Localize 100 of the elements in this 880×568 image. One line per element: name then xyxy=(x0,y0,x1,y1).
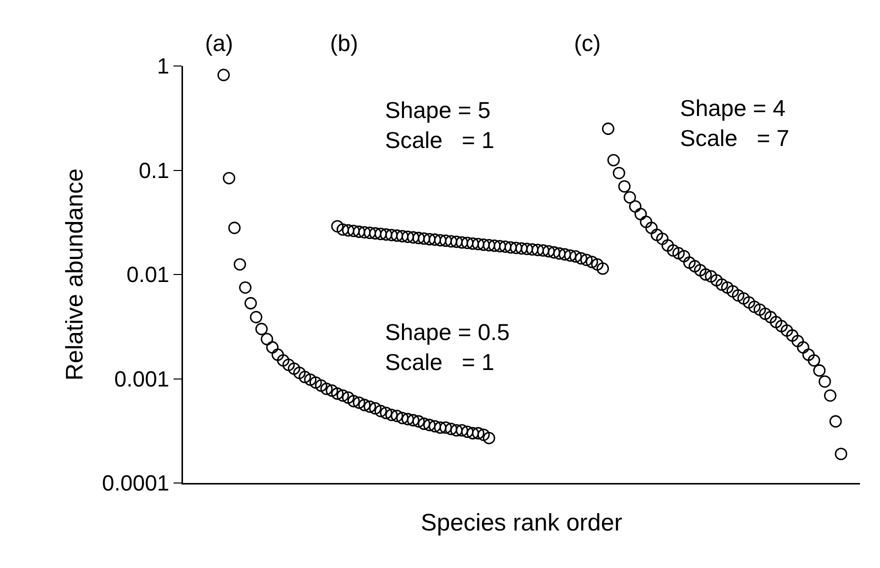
point xyxy=(342,391,354,404)
point xyxy=(683,256,696,269)
point xyxy=(688,260,702,272)
point xyxy=(390,410,404,422)
point xyxy=(624,191,636,204)
point xyxy=(423,233,436,246)
point xyxy=(536,244,550,257)
point xyxy=(369,227,382,240)
point xyxy=(775,320,788,332)
point xyxy=(510,242,522,254)
point xyxy=(482,239,496,252)
point xyxy=(309,376,322,389)
point xyxy=(732,289,744,302)
point xyxy=(336,389,349,402)
point xyxy=(331,220,344,232)
point xyxy=(444,422,458,436)
point xyxy=(542,245,555,258)
point xyxy=(640,216,652,228)
point xyxy=(450,236,463,248)
point xyxy=(678,250,690,262)
point xyxy=(347,224,360,238)
point xyxy=(402,412,414,426)
point xyxy=(754,303,766,316)
point xyxy=(439,421,452,434)
point xyxy=(466,427,479,440)
annotation: Shape = 5 Scale = 1 xyxy=(385,97,494,153)
point xyxy=(358,398,371,412)
y-tick-label: 0.0001 xyxy=(102,470,170,496)
point xyxy=(293,366,306,380)
point xyxy=(780,324,794,337)
point xyxy=(786,329,798,342)
point xyxy=(380,406,392,420)
x-axis-title: Species rank order xyxy=(420,509,622,536)
point xyxy=(358,226,371,238)
point xyxy=(618,180,631,193)
point xyxy=(314,379,328,392)
point xyxy=(250,310,262,324)
point xyxy=(461,236,474,250)
point xyxy=(444,235,458,248)
point xyxy=(461,426,474,438)
point xyxy=(607,154,620,166)
point xyxy=(450,424,463,437)
point xyxy=(472,238,484,250)
text: (c) xyxy=(574,30,601,56)
point xyxy=(532,244,544,256)
point xyxy=(796,341,810,354)
point xyxy=(456,236,468,249)
point xyxy=(586,256,598,268)
point xyxy=(277,354,290,367)
point xyxy=(418,232,430,245)
point xyxy=(704,270,718,283)
point xyxy=(352,226,366,238)
point xyxy=(380,228,392,241)
point xyxy=(390,229,404,242)
point xyxy=(234,258,246,271)
point xyxy=(574,252,588,265)
point xyxy=(412,415,425,428)
point xyxy=(364,400,376,413)
point xyxy=(808,354,820,367)
point xyxy=(374,404,387,418)
annotation: Shape = 0.5 Scale = 1 xyxy=(385,319,510,375)
text: (b) xyxy=(330,30,358,56)
point xyxy=(672,247,685,260)
point xyxy=(488,239,501,252)
point xyxy=(385,228,398,242)
point xyxy=(423,418,436,432)
point xyxy=(222,172,236,184)
point xyxy=(596,262,609,275)
point xyxy=(434,234,446,246)
point xyxy=(515,242,528,255)
point xyxy=(764,310,777,324)
point xyxy=(331,387,344,400)
point xyxy=(244,297,257,310)
point xyxy=(721,281,734,294)
y-tick-label: 0.01 xyxy=(126,262,170,288)
annotation: Shape = 4 Scale = 7 xyxy=(680,95,790,151)
point xyxy=(418,418,430,430)
point xyxy=(217,68,230,82)
point xyxy=(347,394,360,408)
point xyxy=(770,316,782,328)
point xyxy=(472,427,484,440)
point xyxy=(352,396,366,409)
point xyxy=(434,421,446,434)
point xyxy=(737,292,750,305)
text: (a) xyxy=(205,30,234,56)
point xyxy=(466,237,479,250)
point xyxy=(504,241,517,254)
point xyxy=(266,341,279,354)
point xyxy=(428,420,442,432)
point xyxy=(406,414,420,426)
point xyxy=(228,222,241,234)
point xyxy=(656,232,669,245)
point xyxy=(602,122,614,135)
point xyxy=(716,278,728,291)
point xyxy=(645,222,658,234)
point xyxy=(564,249,576,262)
point xyxy=(396,230,409,242)
point xyxy=(650,228,664,242)
point xyxy=(477,428,490,441)
point xyxy=(591,258,604,271)
